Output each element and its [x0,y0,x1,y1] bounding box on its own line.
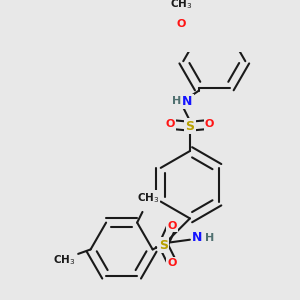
Text: CH$_3$: CH$_3$ [53,253,75,267]
Text: O: O [177,0,185,7]
Text: O: O [205,119,214,129]
Text: O: O [176,19,186,29]
Text: O: O [167,258,177,268]
Text: S: S [185,120,194,133]
Text: N: N [192,231,202,244]
Text: H: H [205,233,214,243]
Text: N: N [182,95,192,108]
Text: O: O [166,119,175,129]
Text: H: H [172,96,181,106]
Text: CH$_3$: CH$_3$ [136,191,159,205]
Text: CH$_3$: CH$_3$ [170,0,192,11]
Text: O: O [167,220,177,230]
Text: S: S [159,238,168,251]
